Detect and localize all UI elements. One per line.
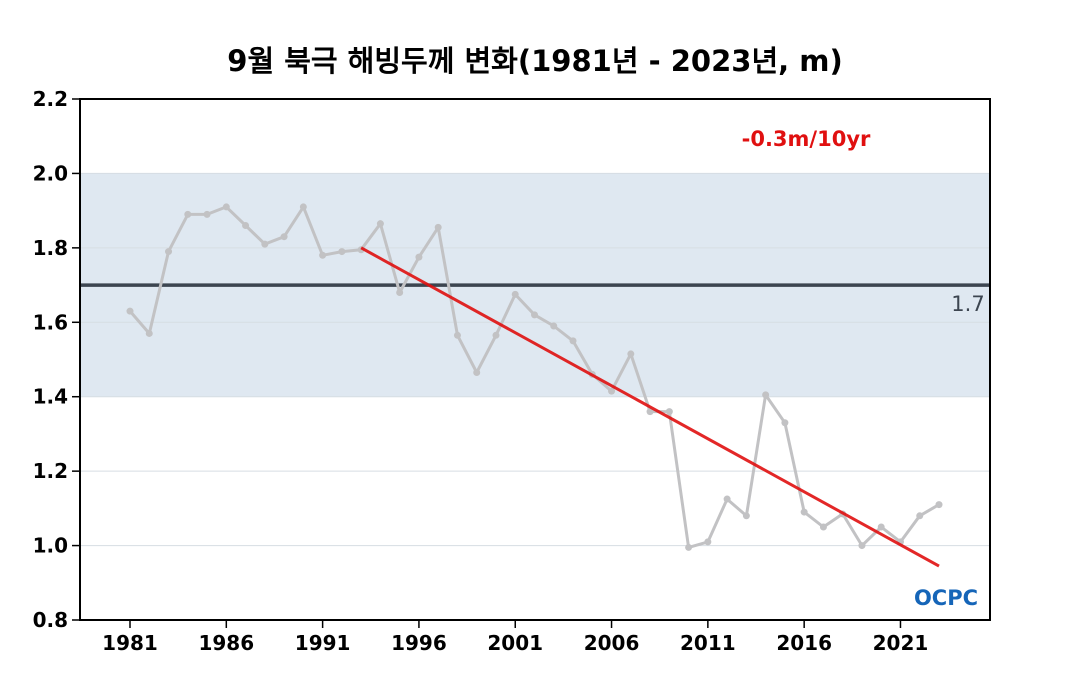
data-point	[280, 233, 288, 241]
data-point	[531, 311, 538, 319]
data-point	[165, 248, 173, 256]
trend-line-stroke	[360, 246, 940, 568]
data-point	[646, 408, 654, 416]
x-tick-label: 2016	[776, 631, 832, 655]
data-point	[877, 523, 885, 531]
data-point	[723, 495, 731, 503]
data-point	[184, 210, 192, 218]
gridlines	[80, 172, 990, 547]
data-point	[762, 391, 770, 399]
y-tick-label: 1.2	[33, 459, 68, 483]
data-point	[550, 322, 558, 330]
x-tick-label: 2001	[487, 631, 543, 655]
axes	[79, 98, 991, 621]
data-point	[299, 203, 307, 211]
series-line	[126, 203, 943, 551]
chart-title: 9월 북극 해빙두께 변화(1981년 - 2023년, m)	[227, 44, 843, 78]
data-point	[608, 387, 616, 395]
y-axis-ticks: 0.8 1.0 1.2 1.4 1.6 1.8 2.0 2.2	[33, 87, 80, 632]
data-point	[569, 337, 577, 345]
data-point	[261, 240, 269, 248]
data-point	[858, 542, 866, 550]
y-tick-label: 2.2	[33, 87, 68, 111]
data-point	[627, 350, 635, 358]
data-point	[704, 538, 712, 546]
plot-frame	[79, 98, 991, 621]
data-point	[916, 512, 924, 520]
data-point	[935, 501, 943, 509]
data-point	[242, 222, 250, 230]
x-tick-label: 1986	[198, 631, 254, 655]
trend-label: -0.3m/10yr	[742, 127, 871, 151]
y-tick-label: 2.0	[33, 161, 68, 185]
y-tick-label: 0.8	[33, 608, 68, 632]
reference-value-label: 1.7	[951, 292, 984, 316]
y-tick-label: 1.6	[33, 310, 68, 334]
data-point	[800, 508, 808, 516]
data-point	[434, 223, 442, 231]
trend-line	[360, 246, 940, 568]
data-point	[665, 408, 673, 416]
data-point	[781, 419, 789, 427]
x-tick-label: 1991	[295, 631, 351, 655]
data-point	[473, 369, 481, 377]
x-tick-label: 1981	[102, 631, 158, 655]
data-point	[145, 329, 153, 337]
data-point	[742, 512, 750, 520]
data-point	[685, 543, 693, 551]
ocpc-logo-text: OCPC	[914, 586, 978, 610]
data-point	[222, 203, 230, 211]
x-tick-label: 2006	[584, 631, 640, 655]
data-point	[376, 220, 384, 228]
data-point	[319, 251, 327, 259]
x-tick-label: 2021	[873, 631, 929, 655]
x-tick-label: 2011	[680, 631, 736, 655]
data-point	[819, 523, 827, 531]
data-point	[126, 307, 134, 315]
data-point	[203, 210, 211, 218]
data-point	[492, 331, 500, 339]
y-tick-label: 1.0	[33, 534, 68, 558]
x-tick-label: 1996	[391, 631, 447, 655]
data-point	[453, 331, 461, 339]
ocpc-logo: OCPC	[914, 586, 978, 610]
x-axis-ticks: 1981 1986 1991 1996 2001 2006 2011 2016 2021	[102, 620, 928, 655]
data-point	[415, 253, 423, 261]
data-point	[511, 290, 519, 298]
data-point	[396, 289, 404, 297]
y-tick-label: 1.4	[33, 385, 68, 409]
y-tick-label: 1.8	[33, 236, 68, 260]
data-point	[338, 248, 346, 256]
